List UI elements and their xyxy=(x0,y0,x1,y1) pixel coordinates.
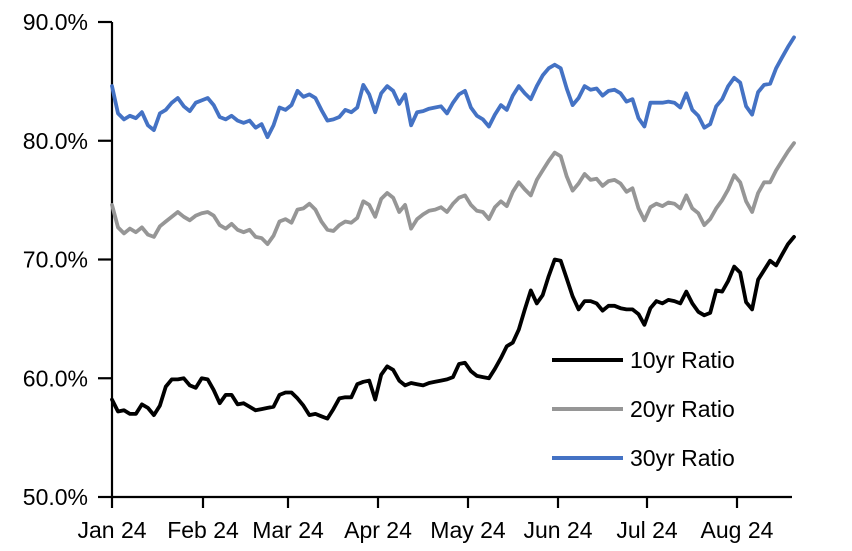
legend-label-10yr: 10yr Ratio xyxy=(630,347,735,373)
legend-item-30yr: 30yr Ratio xyxy=(552,445,735,471)
legend-line-30yr-icon xyxy=(552,456,623,460)
legend-item-10yr: 10yr Ratio xyxy=(552,347,735,373)
x-tick-label: May 24 xyxy=(430,517,506,543)
x-tick-label: Feb 24 xyxy=(167,517,239,543)
series-line-20yr-ratio xyxy=(110,141,796,247)
y-tick-label: 70.0% xyxy=(23,247,88,273)
legend-line-20yr-icon xyxy=(552,407,623,411)
y-tick-label: 60.0% xyxy=(23,365,88,391)
x-tick-label: Jan 24 xyxy=(77,517,146,543)
series-line-30yr-ratio xyxy=(110,35,796,140)
legend-label-30yr: 30yr Ratio xyxy=(630,445,735,471)
legend-label-20yr: 20yr Ratio xyxy=(630,396,735,422)
x-tick-label: Apr 24 xyxy=(344,517,412,543)
axes xyxy=(98,20,792,508)
x-tick-label: Jul 24 xyxy=(616,517,678,543)
y-tick-label: 90.0% xyxy=(23,9,88,35)
legend-item-20yr: 20yr Ratio xyxy=(552,396,735,422)
x-tick-label: Aug 24 xyxy=(701,517,774,543)
x-tick-label: Mar 24 xyxy=(252,517,324,543)
y-tick-label: 50.0% xyxy=(23,484,88,510)
series-line-10yr-ratio xyxy=(110,234,796,421)
legend-line-10yr-icon xyxy=(552,358,623,362)
x-tick-label: Jun 24 xyxy=(523,517,592,543)
y-tick-label: 80.0% xyxy=(23,128,88,154)
